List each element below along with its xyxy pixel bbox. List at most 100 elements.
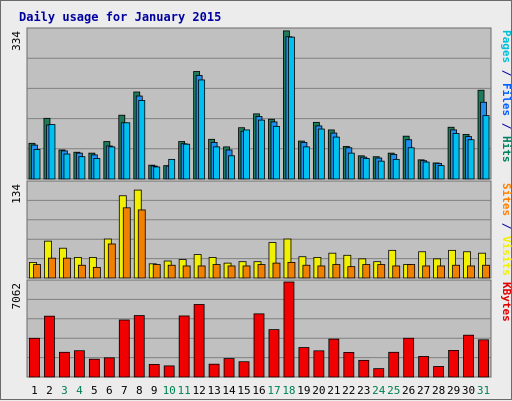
bar-pages-day-18 [288, 36, 295, 180]
bar-kbytes-day-26 [403, 337, 415, 378]
x-tick-label: 29 [447, 384, 460, 397]
x-tick-label: 6 [106, 384, 113, 397]
series-legend-hits-files-pages: Pages / Files / Hits [500, 30, 512, 163]
bar-kbytes-day-15 [238, 361, 250, 378]
bar-pages-day-1 [33, 149, 41, 180]
bar-sites-day-27 [422, 265, 431, 279]
bar-kbytes-day-16 [253, 313, 265, 378]
bar-pages-day-25 [392, 158, 400, 180]
bar-pages-day-31 [482, 115, 490, 180]
bar-kbytes-day-11 [178, 315, 190, 378]
bar-kbytes-day-18 [283, 281, 295, 378]
x-tick-label: 16 [252, 384, 265, 397]
bar-sites-day-15 [242, 265, 251, 279]
bar-visits-day-18 [283, 238, 292, 279]
bar-pages-day-17 [273, 125, 280, 180]
bar-sites-day-8 [137, 209, 146, 279]
x-tick-label: 17 [267, 384, 280, 397]
legend-part: / [500, 116, 512, 136]
bar-sites-day-11 [182, 265, 191, 279]
bar-kbytes-day-13 [208, 363, 220, 378]
bar-kbytes-day-1 [29, 337, 40, 378]
bar-sites-day-30 [467, 265, 475, 279]
legend-part: / [500, 216, 512, 236]
bar-pages-day-20 [317, 128, 325, 180]
x-tick-label: 9 [151, 384, 158, 397]
bar-pages-day-24 [377, 160, 385, 180]
bar-sites-day-17 [272, 262, 281, 279]
bar-kbytes-day-20 [313, 350, 325, 378]
x-tick-label: 24 [372, 384, 386, 397]
x-tick-label: 23 [357, 384, 370, 397]
bar-sites-day-9 [152, 264, 161, 279]
bar-pages-day-9 [153, 166, 161, 180]
y-max-label-hits-files-pages: 334 [10, 31, 23, 51]
bar-pages-day-22 [347, 152, 355, 180]
bar-pages-day-23 [362, 158, 370, 180]
bar-kbytes-day-7 [118, 319, 130, 378]
bar-kbytes-day-28 [433, 366, 445, 378]
x-tick-label: 2 [46, 384, 53, 397]
bar-pages-day-13 [213, 146, 221, 180]
bar-kbytes-day-21 [328, 338, 340, 378]
bar-kbytes-day-8 [133, 315, 145, 378]
bar-kbytes-day-17 [268, 329, 280, 378]
legend-part: Sites [500, 183, 512, 216]
bar-pages-day-6 [108, 146, 116, 180]
bar-visits-day-29 [448, 249, 456, 279]
bar-pages-day-10 [168, 158, 176, 180]
x-tick-label: 30 [462, 384, 475, 397]
bar-sites-day-29 [452, 264, 460, 279]
x-tick-label: 12 [193, 384, 206, 397]
bar-kbytes-day-25 [388, 351, 400, 378]
bar-pages-day-29 [452, 133, 460, 180]
bar-sites-day-10 [167, 264, 176, 279]
bar-sites-day-28 [437, 265, 446, 279]
x-tick-label: 15 [237, 384, 250, 397]
bar-visits-day-27 [418, 251, 427, 279]
bar-sites-day-24 [377, 264, 386, 279]
bar-kbytes-day-2 [44, 315, 55, 378]
bar-pages-day-14 [228, 155, 235, 180]
bar-sites-day-18 [287, 261, 296, 279]
bar-sites-day-4 [77, 264, 86, 279]
bar-pages-day-2 [48, 124, 56, 180]
legend-part: Files [500, 83, 512, 116]
chart-title: Daily usage for January 2015 [19, 10, 221, 24]
x-tick-label: 19 [297, 384, 310, 397]
x-tick-label: 22 [342, 384, 355, 397]
legend-part: / [500, 63, 512, 83]
legend-part: KBytes [500, 282, 512, 322]
bar-pages-day-21 [332, 136, 340, 180]
bar-pages-day-12 [198, 79, 206, 180]
bar-pages-day-30 [467, 139, 475, 180]
bar-sites-day-3 [63, 257, 71, 279]
bar-sites-day-20 [317, 265, 326, 279]
bar-pages-day-28 [437, 165, 445, 180]
bar-kbytes-day-19 [298, 347, 310, 378]
bar-pages-day-26 [407, 147, 415, 180]
x-tick-label: 3 [61, 384, 68, 397]
bar-kbytes-day-12 [193, 304, 205, 378]
bar-pages-day-27 [422, 161, 430, 180]
legend-part: Visits [500, 236, 512, 276]
legend-part: Hits [500, 136, 512, 163]
bar-kbytes-day-22 [343, 352, 355, 378]
bar-pages-day-16 [258, 119, 265, 180]
x-tick-label: 5 [91, 384, 98, 397]
x-tick-label: 20 [312, 384, 325, 397]
bar-pages-day-15 [243, 129, 250, 180]
x-tick-label: 18 [282, 384, 295, 397]
bar-pages-day-3 [63, 153, 71, 180]
series-legend-kbytes: KBytes [500, 282, 512, 322]
bar-kbytes-day-23 [358, 359, 370, 378]
bar-kbytes-day-27 [418, 356, 430, 378]
x-tick-label: 26 [402, 384, 415, 397]
bar-visits-day-30 [463, 251, 471, 279]
bar-kbytes-day-30 [463, 334, 474, 378]
bar-kbytes-day-5 [88, 358, 100, 378]
bar-sites-day-22 [347, 266, 356, 279]
bar-sites-day-25 [392, 265, 401, 279]
bar-kbytes-day-9 [148, 364, 160, 378]
